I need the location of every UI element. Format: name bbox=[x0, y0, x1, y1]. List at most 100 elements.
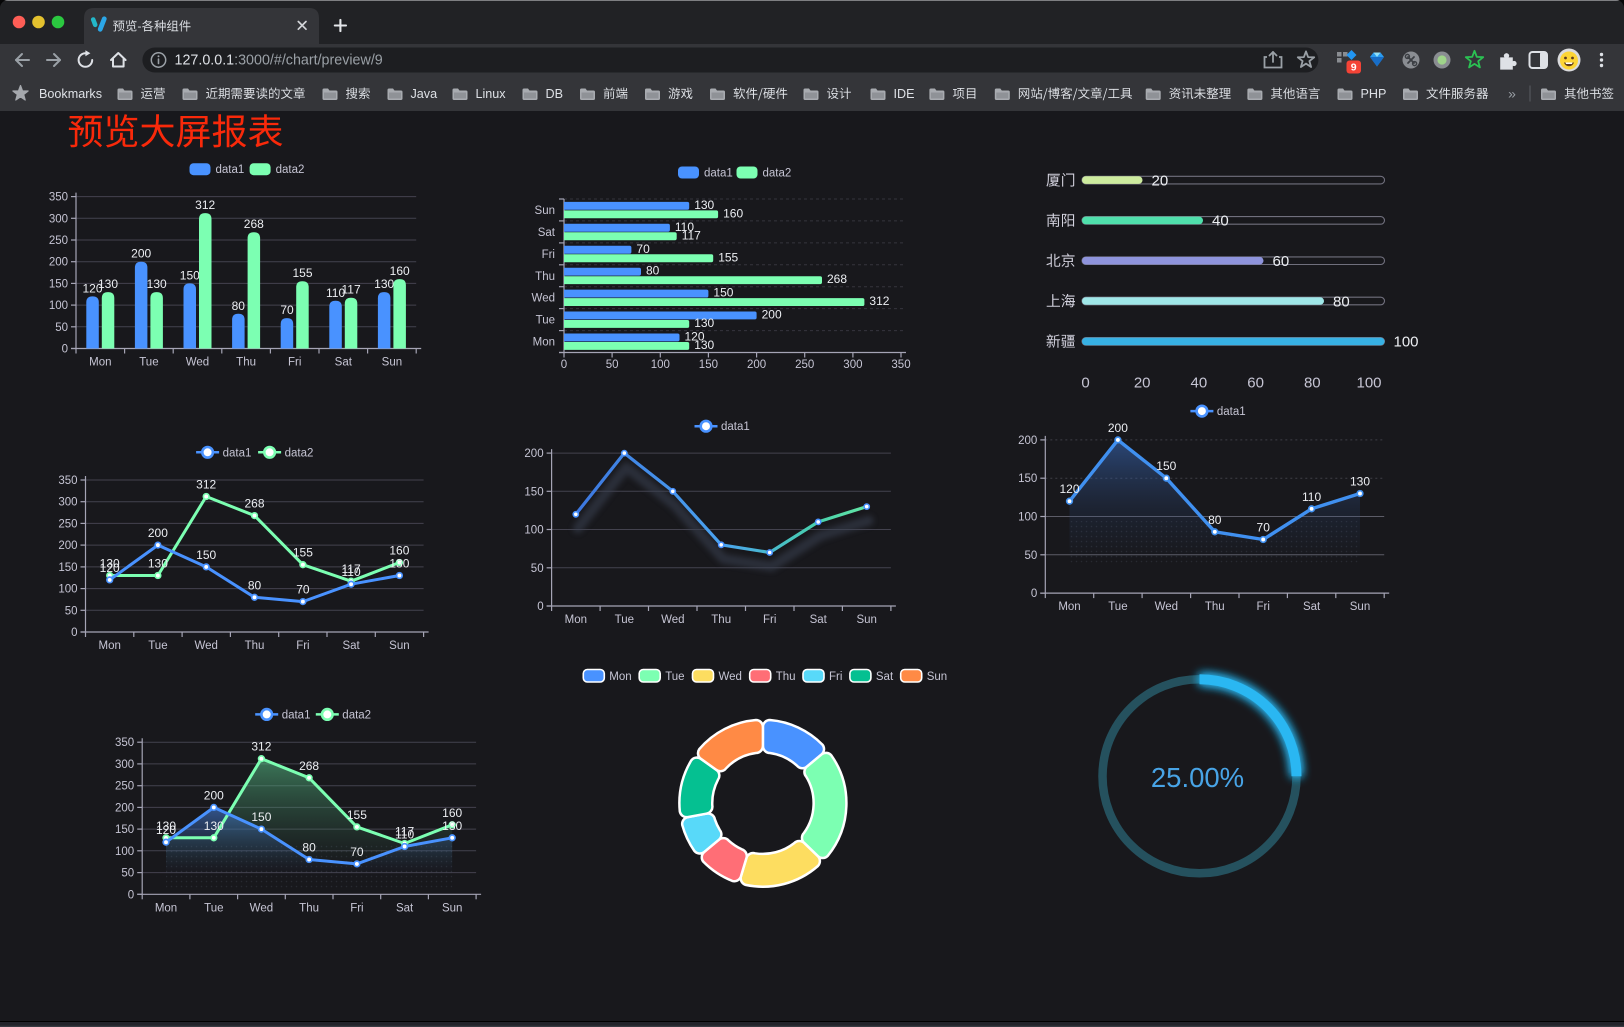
svg-text:127.0.0.1:3000/#/chart/preview: 127.0.0.1:3000/#/chart/preview/9 bbox=[175, 53, 383, 69]
svg-text:117: 117 bbox=[342, 283, 361, 297]
svg-text:110: 110 bbox=[675, 220, 694, 234]
svg-text:Sat: Sat bbox=[342, 640, 360, 652]
svg-text:80: 80 bbox=[1304, 375, 1321, 392]
svg-text:Thu: Thu bbox=[776, 671, 796, 683]
svg-text:data1: data1 bbox=[282, 709, 311, 721]
svg-text:130: 130 bbox=[156, 819, 176, 833]
svg-text:120: 120 bbox=[156, 823, 176, 837]
svg-text:Sun: Sun bbox=[442, 902, 462, 914]
svg-text:Tue: Tue bbox=[148, 640, 167, 652]
svg-text:Sun: Sun bbox=[535, 205, 555, 217]
svg-text:Tue: Tue bbox=[665, 671, 684, 683]
svg-text:100: 100 bbox=[1356, 375, 1381, 392]
svg-text:Wed: Wed bbox=[186, 357, 209, 369]
svg-text:70: 70 bbox=[1257, 521, 1271, 535]
svg-text:100: 100 bbox=[1018, 512, 1037, 524]
svg-text:data1: data1 bbox=[721, 421, 750, 433]
svg-text:50: 50 bbox=[121, 868, 134, 880]
svg-text:200: 200 bbox=[115, 802, 134, 814]
svg-text:150: 150 bbox=[1156, 459, 1176, 473]
svg-text:0: 0 bbox=[537, 601, 543, 613]
svg-text:Wed: Wed bbox=[194, 640, 217, 652]
svg-text:130: 130 bbox=[1350, 475, 1370, 489]
svg-text:50: 50 bbox=[606, 359, 619, 371]
svg-text:80: 80 bbox=[302, 841, 316, 855]
svg-text:250: 250 bbox=[58, 518, 77, 530]
svg-text:200: 200 bbox=[762, 308, 782, 322]
svg-text:130: 130 bbox=[100, 557, 120, 571]
svg-text:Fri: Fri bbox=[296, 640, 309, 652]
svg-text:50: 50 bbox=[65, 605, 78, 617]
svg-text:100: 100 bbox=[115, 846, 134, 858]
svg-text:155: 155 bbox=[718, 250, 738, 264]
svg-text:20: 20 bbox=[1134, 375, 1151, 392]
svg-text:Wed: Wed bbox=[532, 293, 555, 305]
svg-text:120: 120 bbox=[100, 561, 120, 575]
svg-text:data2: data2 bbox=[285, 447, 314, 459]
svg-text:70: 70 bbox=[296, 583, 310, 597]
svg-text:312: 312 bbox=[196, 478, 216, 492]
svg-text:100: 100 bbox=[49, 300, 68, 312]
svg-text:150: 150 bbox=[699, 359, 718, 371]
svg-text:Thu: Thu bbox=[535, 271, 555, 283]
svg-text:80: 80 bbox=[248, 578, 262, 592]
svg-text:0: 0 bbox=[1031, 588, 1037, 600]
svg-text:40: 40 bbox=[1212, 213, 1229, 230]
svg-text:70: 70 bbox=[280, 303, 294, 317]
svg-text:300: 300 bbox=[49, 213, 68, 225]
svg-text:120: 120 bbox=[82, 281, 102, 295]
svg-text:Mon: Mon bbox=[155, 902, 177, 914]
svg-text:Tue: Tue bbox=[139, 357, 158, 369]
svg-text:Wed: Wed bbox=[1155, 601, 1178, 613]
svg-text:200: 200 bbox=[131, 247, 151, 261]
svg-text:312: 312 bbox=[251, 740, 271, 754]
svg-text:350: 350 bbox=[49, 192, 68, 204]
svg-text:155: 155 bbox=[293, 546, 313, 560]
svg-text:Thu: Thu bbox=[1205, 601, 1225, 613]
svg-text:Fri: Fri bbox=[1256, 601, 1269, 613]
svg-text:Thu: Thu bbox=[711, 614, 731, 626]
svg-text:250: 250 bbox=[795, 359, 814, 371]
svg-text:150: 150 bbox=[49, 278, 68, 290]
svg-text:130: 130 bbox=[204, 819, 224, 833]
svg-text:Sun: Sun bbox=[856, 614, 876, 626]
svg-text:Sat: Sat bbox=[1303, 601, 1321, 613]
svg-text:150: 150 bbox=[713, 286, 733, 300]
svg-text:Thu: Thu bbox=[236, 357, 256, 369]
svg-text:data1: data1 bbox=[704, 168, 733, 180]
svg-text:130: 130 bbox=[374, 277, 394, 291]
svg-text:312: 312 bbox=[869, 294, 889, 308]
svg-text:70: 70 bbox=[350, 845, 364, 859]
svg-text:Linux: Linux bbox=[476, 87, 507, 101]
svg-text:130: 130 bbox=[147, 277, 167, 291]
svg-text:130: 130 bbox=[694, 316, 714, 330]
svg-text:Sat: Sat bbox=[335, 357, 353, 369]
svg-text:150: 150 bbox=[58, 562, 77, 574]
svg-text:120: 120 bbox=[685, 330, 705, 344]
svg-text:Fri: Fri bbox=[288, 357, 301, 369]
svg-text:130: 130 bbox=[442, 819, 462, 833]
svg-text:PHP: PHP bbox=[1361, 87, 1387, 101]
svg-text:Wed: Wed bbox=[250, 902, 273, 914]
svg-text:160: 160 bbox=[390, 264, 410, 278]
svg-text:80: 80 bbox=[232, 299, 246, 313]
svg-text:117: 117 bbox=[682, 228, 701, 242]
svg-text:268: 268 bbox=[827, 272, 847, 286]
svg-text:50: 50 bbox=[531, 563, 544, 575]
svg-text:110: 110 bbox=[326, 286, 345, 300]
svg-text:Tue: Tue bbox=[536, 315, 555, 327]
svg-text:0: 0 bbox=[62, 344, 68, 356]
svg-text:data1: data1 bbox=[216, 164, 245, 176]
svg-text:Sun: Sun bbox=[382, 357, 402, 369]
svg-text:Wed: Wed bbox=[661, 614, 684, 626]
svg-text:Tue: Tue bbox=[204, 902, 223, 914]
svg-text:0: 0 bbox=[1081, 375, 1089, 392]
svg-text:Sat: Sat bbox=[538, 227, 556, 239]
svg-text:0: 0 bbox=[128, 889, 134, 901]
svg-text:Thu: Thu bbox=[299, 902, 319, 914]
svg-text:Fri: Fri bbox=[763, 614, 776, 626]
svg-text:120: 120 bbox=[1059, 482, 1079, 496]
svg-text:117: 117 bbox=[395, 825, 414, 839]
svg-text:Fri: Fri bbox=[350, 902, 363, 914]
svg-text:0: 0 bbox=[561, 359, 567, 371]
